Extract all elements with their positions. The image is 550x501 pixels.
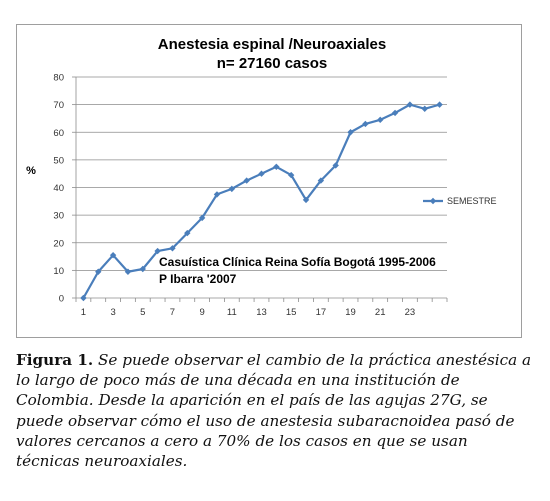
data-point-11 <box>228 185 236 193</box>
data-point-18 <box>332 162 339 169</box>
data-point-12 <box>243 177 250 184</box>
x-tick-label-3: 3 <box>110 307 115 318</box>
data-point-21 <box>377 116 384 124</box>
x-tick-label-21: 21 <box>375 307 386 318</box>
chart-title-line-1: Anestesia espinal /Neuroaxiales <box>158 36 386 53</box>
data-point-1 <box>80 294 87 302</box>
x-tick-label-13: 13 <box>256 307 267 318</box>
x-tick-label-11: 11 <box>227 307 237 318</box>
x-tick-label-23: 23 <box>405 307 416 318</box>
chart-frame: Anestesia espinal /Neuroaxiales n= 27160… <box>16 24 522 338</box>
data-point-13 <box>258 170 265 177</box>
data-point-22 <box>391 109 399 117</box>
series-layer <box>80 101 443 302</box>
data-point-23 <box>406 101 414 108</box>
y-tick-label-60: 60 <box>53 128 64 139</box>
legend-swatch-marker <box>429 197 437 205</box>
data-point-25 <box>436 101 443 108</box>
data-point-6 <box>154 247 161 255</box>
x-tick-label-15: 15 <box>286 307 297 318</box>
data-point-2 <box>95 268 102 275</box>
y-tick-label-80: 80 <box>53 73 64 84</box>
x-tick-label-19: 19 <box>345 307 356 318</box>
data-point-16 <box>302 196 310 204</box>
x-tick-label-9: 9 <box>199 307 204 318</box>
y-tick-label-50: 50 <box>53 155 64 166</box>
data-point-17 <box>317 177 325 184</box>
legend: SEMESTRE <box>423 196 497 206</box>
annotation-author: P Ibarra '2007 <box>159 272 237 286</box>
x-tick-label-17: 17 <box>316 307 327 318</box>
caption-label: Figura 1. <box>16 351 94 369</box>
x-tick-label-1: 1 <box>81 307 86 318</box>
data-point-4 <box>124 268 132 275</box>
data-point-20 <box>362 120 369 128</box>
data-point-7 <box>169 245 176 252</box>
data-point-9 <box>198 214 206 222</box>
y-tick-label-0: 0 <box>59 294 64 305</box>
y-tick-label-40: 40 <box>53 183 64 194</box>
data-point-15 <box>287 171 295 179</box>
line-chart: Anestesia espinal /Neuroaxiales n= 27160… <box>26 36 497 318</box>
data-point-14 <box>273 163 280 170</box>
grid-layer <box>76 76 447 271</box>
figure-caption: Figura 1. Se puede observar el cambio de… <box>16 350 532 471</box>
y-tick-label-70: 70 <box>53 100 64 111</box>
caption-text: Se puede observar el cambio de la prácti… <box>16 351 532 471</box>
y-axis-label: % <box>26 165 36 177</box>
data-point-10 <box>213 191 221 198</box>
y-tick-label-20: 20 <box>53 238 64 249</box>
y-tick-label-30: 30 <box>53 211 64 222</box>
data-point-8 <box>184 229 191 237</box>
data-point-3 <box>109 251 117 259</box>
y-tick-label-10: 10 <box>53 266 64 277</box>
annotation-source: Casuística Clínica Reina Sofía Bogotá 19… <box>159 255 436 269</box>
legend-label: SEMESTRE <box>447 196 497 206</box>
data-point-24 <box>421 105 428 112</box>
chart-title-line-2: n= 27160 casos <box>217 55 328 72</box>
x-tick-label-5: 5 <box>140 307 145 318</box>
x-tick-label-7: 7 <box>170 307 175 318</box>
